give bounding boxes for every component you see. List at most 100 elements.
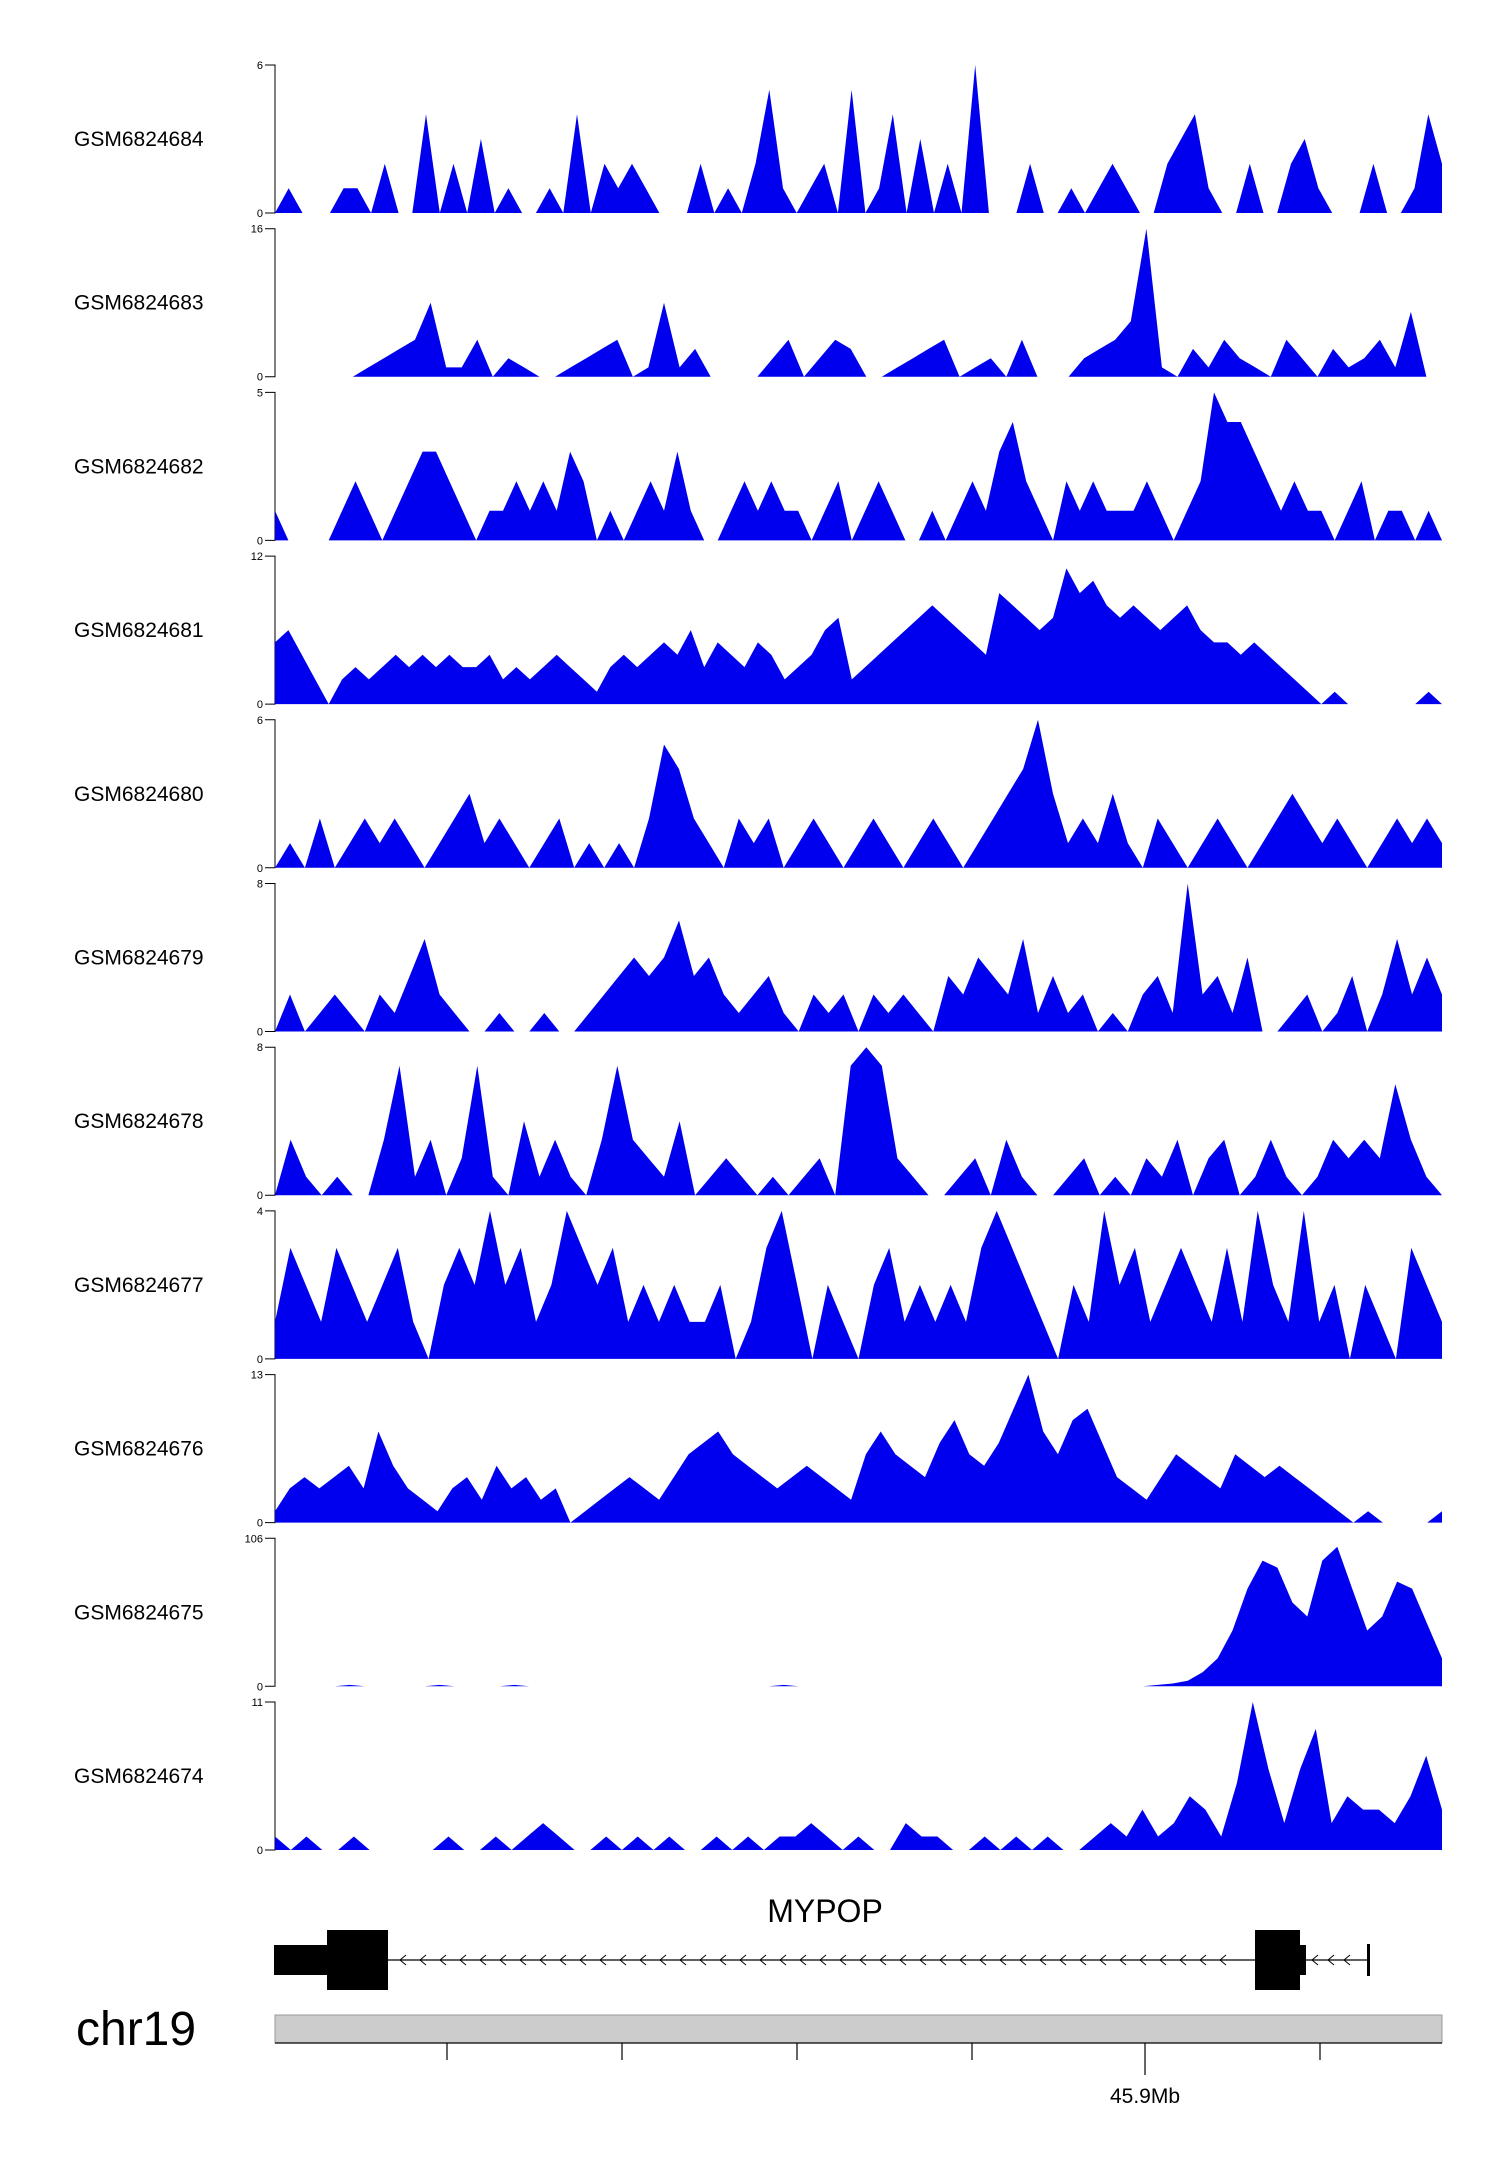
y-max-label: 5 bbox=[257, 387, 263, 399]
strand-arrow bbox=[899, 1954, 907, 1966]
track-GSM6824678: GSM6824678 8 0 bbox=[74, 1042, 1442, 1202]
gene-model: MYPOP bbox=[274, 1893, 1370, 1990]
track-GSM6824677: GSM6824677 4 0 bbox=[74, 1206, 1442, 1366]
strand-arrow bbox=[539, 1954, 547, 1966]
y-axis bbox=[265, 1701, 276, 1851]
signal-area bbox=[275, 568, 1442, 705]
strand-arrow bbox=[499, 1954, 507, 1966]
strand-arrow bbox=[1119, 1954, 1127, 1966]
strand-arrow bbox=[759, 1954, 767, 1966]
y-max-label: 4 bbox=[257, 1206, 263, 1218]
coding-exon-right bbox=[1255, 1930, 1300, 1990]
y-min-label: 0 bbox=[257, 863, 263, 875]
strand-arrow bbox=[979, 1954, 987, 1966]
y-axis bbox=[265, 883, 276, 1032]
strand-arrow bbox=[739, 1954, 747, 1966]
strand-arrow bbox=[1179, 1954, 1187, 1966]
gene-tss-marker bbox=[1367, 1944, 1370, 1976]
track-label: GSM6824679 bbox=[74, 947, 204, 970]
strand-arrow bbox=[919, 1954, 927, 1966]
y-axis bbox=[265, 64, 276, 214]
strand-arrow bbox=[1219, 1954, 1227, 1966]
signal-area bbox=[275, 1374, 1442, 1523]
y-min-label: 0 bbox=[257, 699, 263, 711]
y-axis bbox=[265, 391, 276, 541]
strand-arrow bbox=[439, 1954, 447, 1966]
strand-arrow bbox=[579, 1954, 587, 1966]
strand-arrow bbox=[599, 1954, 607, 1966]
signal-area bbox=[275, 883, 1442, 1032]
strand-arrow bbox=[959, 1954, 967, 1966]
strand-arrow bbox=[879, 1954, 887, 1966]
track-GSM6824679: GSM6824679 8 0 bbox=[74, 879, 1442, 1039]
y-max-label: 6 bbox=[257, 715, 263, 727]
track-GSM6824674: GSM6824674 11 0 bbox=[74, 1697, 1442, 1857]
signal-area bbox=[275, 719, 1442, 868]
y-axis bbox=[265, 1374, 276, 1524]
track-label: GSM6824676 bbox=[74, 1438, 204, 1461]
strand-arrow bbox=[859, 1954, 867, 1966]
y-min-label: 0 bbox=[257, 1518, 263, 1530]
y-min-label: 0 bbox=[257, 1027, 263, 1039]
signal-area bbox=[275, 1702, 1442, 1850]
strand-arrow bbox=[479, 1954, 487, 1966]
y-max-label: 8 bbox=[257, 1042, 263, 1054]
signal-area bbox=[275, 1210, 1442, 1359]
strand-arrow bbox=[839, 1954, 847, 1966]
strand-arrow bbox=[999, 1954, 1007, 1966]
y-min-label: 0 bbox=[257, 1190, 263, 1202]
y-max-label: 8 bbox=[257, 879, 263, 891]
track-label: GSM6824677 bbox=[74, 1274, 204, 1297]
coding-exon-left bbox=[327, 1930, 388, 1990]
y-axis bbox=[265, 719, 276, 869]
strand-arrow bbox=[419, 1954, 427, 1966]
y-max-label: 13 bbox=[251, 1370, 263, 1382]
track-label: GSM6824683 bbox=[74, 292, 204, 315]
strand-arrow bbox=[1159, 1954, 1167, 1966]
track-label: GSM6824681 bbox=[74, 619, 204, 642]
strand-arrow bbox=[399, 1954, 407, 1966]
y-min-label: 0 bbox=[257, 535, 263, 547]
y-min-label: 0 bbox=[257, 372, 263, 384]
strand-arrow bbox=[619, 1954, 627, 1966]
track-GSM6824684: GSM6824684 6 0 bbox=[74, 60, 1442, 220]
y-min-label: 0 bbox=[257, 1354, 263, 1366]
track-label: GSM6824675 bbox=[74, 1601, 204, 1624]
gene-name-label: MYPOP bbox=[767, 1893, 883, 1929]
strand-arrow bbox=[679, 1954, 687, 1966]
track-label: GSM6824674 bbox=[74, 1765, 204, 1788]
chromosome-label: chr19 bbox=[76, 2003, 196, 2056]
y-axis bbox=[265, 1537, 276, 1687]
y-max-label: 6 bbox=[257, 60, 263, 72]
strand-arrow bbox=[799, 1954, 807, 1966]
strand-arrow bbox=[1343, 1954, 1351, 1966]
strand-arrow bbox=[699, 1954, 707, 1966]
y-min-label: 0 bbox=[257, 208, 263, 220]
strand-arrow bbox=[1139, 1954, 1147, 1966]
strand-arrow bbox=[519, 1954, 527, 1966]
strand-arrow bbox=[1019, 1954, 1027, 1966]
strand-arrow bbox=[1327, 1954, 1335, 1966]
signal-tracks: GSM682468460GSM6824683160GSM682468250GSM… bbox=[74, 60, 1442, 1857]
track-GSM6824680: GSM6824680 6 0 bbox=[74, 715, 1442, 875]
track-GSM6824676: GSM6824676 13 0 bbox=[74, 1370, 1442, 1530]
y-max-label: 16 bbox=[251, 224, 263, 236]
y-axis bbox=[265, 1210, 276, 1360]
y-max-label: 106 bbox=[245, 1533, 263, 1545]
strand-arrow bbox=[779, 1954, 787, 1966]
x-tick-label: 45.9Mb bbox=[1110, 2085, 1180, 2108]
utr-exon-left bbox=[274, 1945, 329, 1975]
strand-arrows bbox=[399, 1954, 1351, 1966]
y-min-label: 0 bbox=[257, 1681, 263, 1693]
chromosome-ideogram bbox=[274, 2014, 1443, 2044]
strand-arrow bbox=[559, 1954, 567, 1966]
track-label: GSM6824684 bbox=[74, 128, 204, 151]
y-max-label: 11 bbox=[252, 1697, 263, 1709]
strand-arrow bbox=[659, 1954, 667, 1966]
signal-area bbox=[275, 1047, 1442, 1196]
y-axis bbox=[265, 228, 276, 378]
strand-arrow bbox=[819, 1954, 827, 1966]
signal-area bbox=[275, 1546, 1442, 1687]
strand-arrow bbox=[1099, 1954, 1107, 1966]
